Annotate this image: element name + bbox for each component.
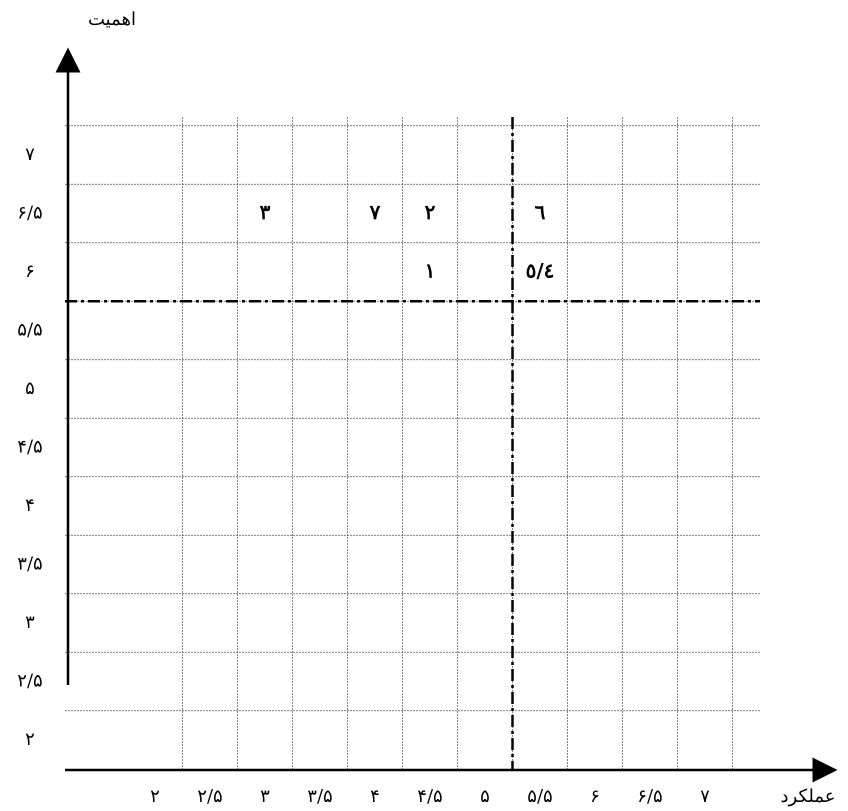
y-tick-label: ۴/۵ (17, 437, 42, 458)
x-tick-label: ۶ (590, 786, 600, 807)
y-tick-label: ۳ (25, 612, 35, 633)
point-label: ۷ (369, 200, 381, 224)
x-tick-label: ۶/۵ (637, 786, 662, 807)
x-tick-label: ۳ (260, 786, 270, 807)
point-label: ٦ (535, 200, 546, 224)
y-tick-label: ۳/۵ (17, 554, 42, 575)
x-tick-label: ۴ (370, 786, 380, 807)
x-tick-label: ۴/۵ (417, 786, 442, 807)
y-tick-label: ۲ (25, 729, 35, 750)
point-label: ۳ (260, 200, 271, 224)
x-tick-label: ۵/۵ (527, 786, 552, 807)
x-tick-label: ۳/۵ (307, 786, 332, 807)
y-tick-label: ۲/۵ (17, 671, 42, 692)
point-label: ٥/٤ (526, 259, 555, 283)
x-tick-label: ۲/۵ (197, 786, 222, 807)
y-axis-label: اهمیت (88, 9, 136, 30)
y-tick-label: ۵/۵ (17, 320, 42, 341)
x-tick-label: ۵ (480, 786, 490, 807)
y-tick-label: ۴ (25, 495, 35, 516)
point-label: ۲ (425, 200, 436, 224)
y-tick-label: ۶ (25, 261, 35, 282)
y-tick-label: ۷ (25, 144, 35, 165)
point-label: ۱ (425, 259, 436, 283)
x-axis-label: عملکرد (781, 786, 836, 807)
x-tick-label: ۲ (150, 786, 160, 807)
y-tick-label: ۶/۵ (17, 203, 42, 224)
x-tick-label: ۷ (700, 786, 710, 807)
y-tick-label: ۵ (25, 378, 35, 399)
